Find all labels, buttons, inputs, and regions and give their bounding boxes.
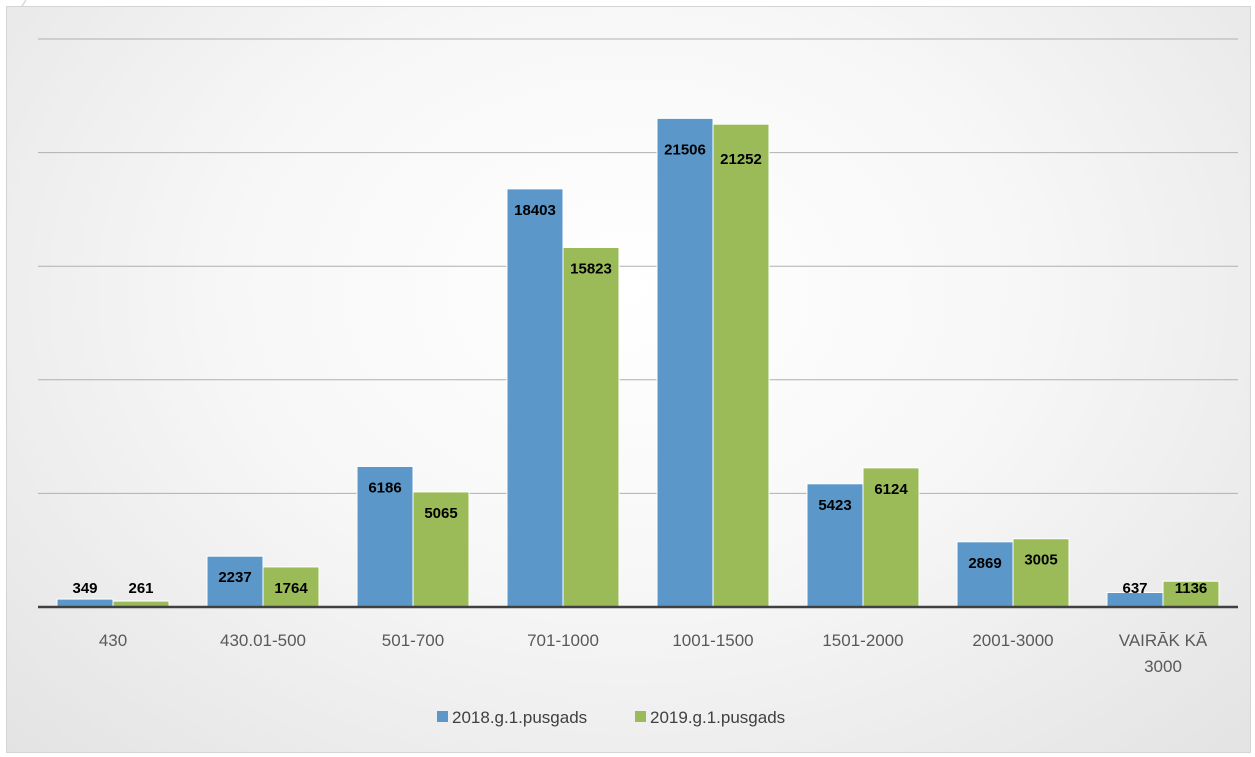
category-tick-label: 430 — [99, 631, 127, 650]
category-axis: 430 430.01-500 501-700 701-1000 1001-1500 150… — [38, 605, 1238, 676]
data-label: 5423 — [818, 497, 851, 514]
category-tick-label: 1001-1500 — [672, 631, 753, 650]
category-tick-label: 701-1000 — [527, 631, 599, 650]
data-label: 3005 — [1024, 552, 1057, 569]
bars — [56, 117, 1220, 608]
data-label: 261 — [128, 580, 153, 597]
category-tick-label: 3000 — [1144, 657, 1182, 676]
data-label: 6186 — [368, 479, 401, 496]
bar — [956, 541, 1014, 608]
data-label: 1136 — [1175, 580, 1208, 597]
data-label: 15823 — [570, 261, 612, 278]
bar — [562, 247, 620, 608]
bar — [262, 566, 320, 608]
data-label: 5065 — [424, 505, 457, 522]
category-tick-label: 1501-2000 — [822, 631, 903, 650]
bar-chart: 349 261 2237 1764 6186 5065 18403 15823 21506 212… — [38, 38, 1238, 727]
bar — [1162, 580, 1220, 608]
chart-area: 349 261 2237 1764 6186 5065 18403 15823 21506 212… — [6, 6, 1251, 753]
data-label: 637 — [1122, 580, 1147, 597]
bar — [1012, 538, 1070, 608]
data-label: 2237 — [218, 569, 251, 586]
bar — [506, 188, 564, 608]
category-tick-label: VAIRĀK KĀ — [1119, 631, 1208, 650]
legend-label: 2019.g.1.pusgads — [650, 708, 785, 727]
category-tick-label: 2001-3000 — [972, 631, 1053, 650]
bar — [412, 491, 470, 608]
data-label: 18403 — [514, 202, 556, 219]
legend-swatch — [437, 711, 448, 722]
data-label: 2869 — [968, 555, 1001, 572]
data-label: 1764 — [274, 580, 308, 597]
category-tick-label: 501-700 — [382, 631, 444, 650]
data-label: 6124 — [874, 481, 908, 498]
legend-label: 2018.g.1.pusgads — [452, 708, 587, 727]
legend: 2018.g.1.pusgads 2019.g.1.pusgads — [437, 708, 785, 727]
bar — [356, 465, 414, 608]
bar — [656, 117, 714, 608]
bar — [862, 467, 920, 608]
bar — [712, 123, 770, 608]
data-label: 21506 — [664, 141, 706, 158]
data-label: 349 — [72, 580, 97, 597]
data-label: 21252 — [720, 151, 762, 168]
legend-swatch — [635, 711, 646, 722]
data-labels: 349 261 2237 1764 6186 5065 18403 15823 21506 212… — [72, 141, 1207, 597]
gridlines — [38, 38, 1238, 494]
bar — [806, 483, 864, 608]
category-tick-label: 430.01-500 — [220, 631, 306, 650]
